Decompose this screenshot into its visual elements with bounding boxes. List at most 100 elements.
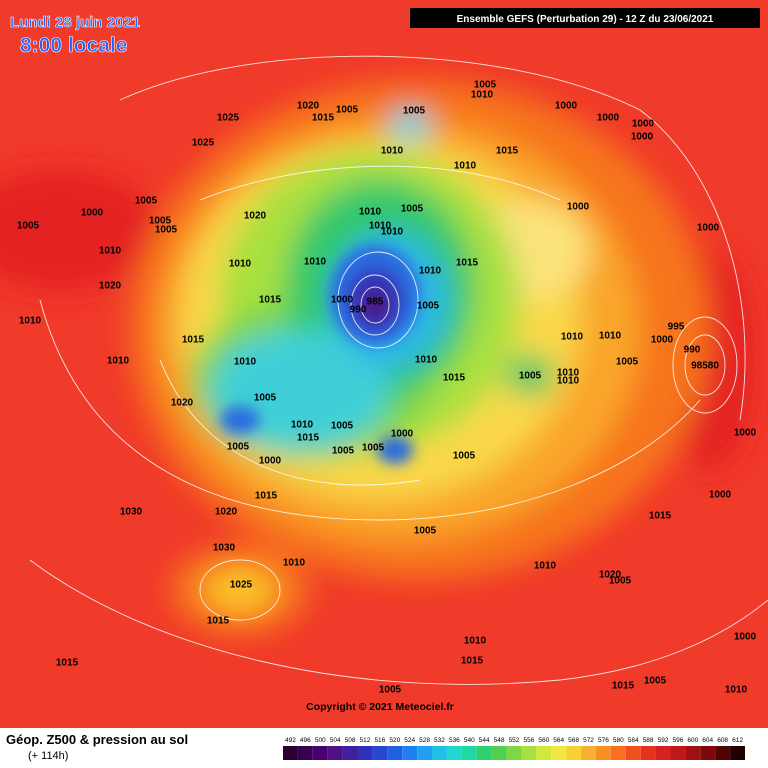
pressure-label: 1020 [215,507,238,518]
pressure-label: 1010 [291,420,314,431]
colorbar-swatch [357,746,373,760]
pressure-label: 1000 [709,490,732,501]
colorbar-swatch [372,746,388,760]
pressure-label: 1030 [120,507,143,518]
colorbar-label: 524 [404,737,415,744]
colorbar-label: 504 [330,737,341,744]
colorbar-swatch [625,746,641,760]
colorbar-label: 584 [628,737,639,744]
colorbar-label: 520 [389,737,400,744]
pressure-label: 1020 [599,570,622,581]
pressure-label: 1010 [359,207,382,218]
colorbar-label: 528 [419,737,430,744]
pressure-label: 1010 [534,561,557,572]
pressure-label: 1015 [443,373,466,384]
colorbar-swatch [595,746,611,760]
pressure-label: 98580 [691,361,719,372]
colorbar-swatch [491,746,507,760]
pressure-label: 1015 [312,113,335,124]
pressure-label: 1010 [471,90,494,101]
pressure-label: 1000 [651,335,674,346]
colorbar-label: 600 [687,737,698,744]
colorbar-swatch [297,746,313,760]
pressure-label: 1010 [107,356,130,367]
pressure-label: 1010 [229,259,252,270]
pressure-label: 1005 [227,442,250,453]
pressure-label: 1005 [135,196,158,207]
colorbar-swatch [521,746,537,760]
colorbar-label: 516 [374,737,385,744]
colorbar: 492 496 500 504 508 512 516 520 524 528 532 536 540 5… [283,737,745,760]
colorbar-label: 508 [345,737,356,744]
pressure-label: 1000 [555,101,578,112]
pressure-label: 990 [684,345,701,356]
colorbar-label: 492 [285,737,296,744]
colorbar-label: 540 [464,737,475,744]
pressure-label: 1000 [567,202,590,213]
colorbar-label: 512 [360,737,371,744]
pressure-label: 1010 [599,331,622,342]
pressure-label: 1005 [379,685,402,696]
pressure-label: 1005 [331,421,354,432]
pressure-label: 990 [350,305,367,316]
pressure-label: 1010 [381,146,404,157]
pressure-label: 1010 [561,332,584,343]
colorbar-label: 572 [583,737,594,744]
pressure-label: 1010 [234,357,257,368]
pressure-label: 1010 [725,685,748,696]
colorbar-label: 556 [523,737,534,744]
colorbar-swatch [700,746,716,760]
colorbar-swatch [402,746,418,760]
pressure-label: 1000 [631,132,654,143]
colorbar-swatch [312,746,328,760]
run-box [410,8,760,28]
pressure-label: 1025 [230,580,253,591]
pressure-label: 1005 [254,393,277,404]
pressure-label: 1000 [391,429,414,440]
pressure-label: 1010 [415,355,438,366]
pressure-label: 1005 [149,216,172,227]
pressure-label: 1000 [259,456,282,467]
colorbar-label: 568 [568,737,579,744]
isobars [29,55,768,685]
pressure-label: 1010 [464,636,487,647]
colorbar-label: 612 [732,737,743,744]
date: Lundi 28 juin 2021 [10,14,140,31]
colorbar-label: 532 [434,737,445,744]
colorbar-swatch [551,746,567,760]
colorbar-label: 496 [300,737,311,744]
pressure-label: 1010 [283,558,306,569]
colorbar-swatch [476,746,492,760]
pressure-label: 1015 [297,433,320,444]
colorbar-swatch [581,746,596,760]
pressure-label: 1015 [496,146,519,157]
pressure-label: 1010 [419,266,442,277]
pressure-label: 1005 [609,576,632,587]
colorbar-swatch [715,746,731,760]
pressure-label: 1005 [519,371,542,382]
pressure-label: 1000 [632,119,655,130]
pressure-label: 1015 [56,658,79,669]
pressure-label: 985 [367,297,384,308]
pressure-label: 1005 [336,105,359,116]
colorbar-label: 500 [315,737,326,744]
pressure-label: 1000 [81,208,104,219]
colorbar-swatch [327,746,343,760]
low-center [220,245,420,464]
colorbar-swatch [670,746,686,760]
pressure-label: 1020 [171,398,194,409]
pressure-label: 1015 [612,681,635,692]
colorbar-swatch [387,746,403,760]
pressure-label: 1000 [734,428,757,439]
pressure-label: 1005 [403,106,426,117]
pressure-label: 1025 [217,113,240,124]
pressure-label: 1005 [155,225,178,236]
colorbar-label: 576 [598,737,609,744]
colorbar-label: 548 [494,737,505,744]
colorbar-label: 552 [509,737,520,744]
colorbar-swatch [610,746,626,760]
colorbar-label: 580 [613,737,624,744]
footer-lead: (+ 114h) [28,750,68,762]
local-time: 8:00 locale [20,34,127,57]
